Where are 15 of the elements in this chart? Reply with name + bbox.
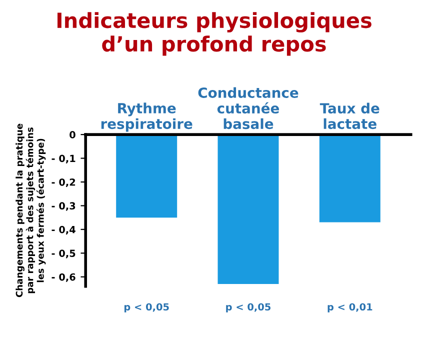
y-tick-label: - 0,3 <box>52 202 76 211</box>
y-axis-title: Changements pendant la pratique par rapport à des sujets témoins les yeux fermés (écart-type) <box>16 124 46 298</box>
y-tick-label: 0 <box>70 131 76 138</box>
y-tick-label: - 0,5 <box>52 250 76 258</box>
x-tick-label: Taux de lactate <box>320 102 380 130</box>
x-tick-label: Rythme respiratoire <box>101 102 192 132</box>
y-tick-label: - 0,4 <box>52 226 76 234</box>
text: p < 0,05 <box>226 303 270 312</box>
x-tick-label: Conductance cutanée basale <box>198 87 298 130</box>
y-tick-label: - 0,2 <box>52 178 76 188</box>
chart-title: Indicateurs physiologiques d’un profond repos <box>57 12 372 56</box>
y-tick-label: - 0,6 <box>52 273 76 282</box>
y-tick-label: - 0,1 <box>52 154 76 164</box>
text: p < 0,01 <box>328 303 372 312</box>
text: p < 0,05 <box>124 303 169 312</box>
